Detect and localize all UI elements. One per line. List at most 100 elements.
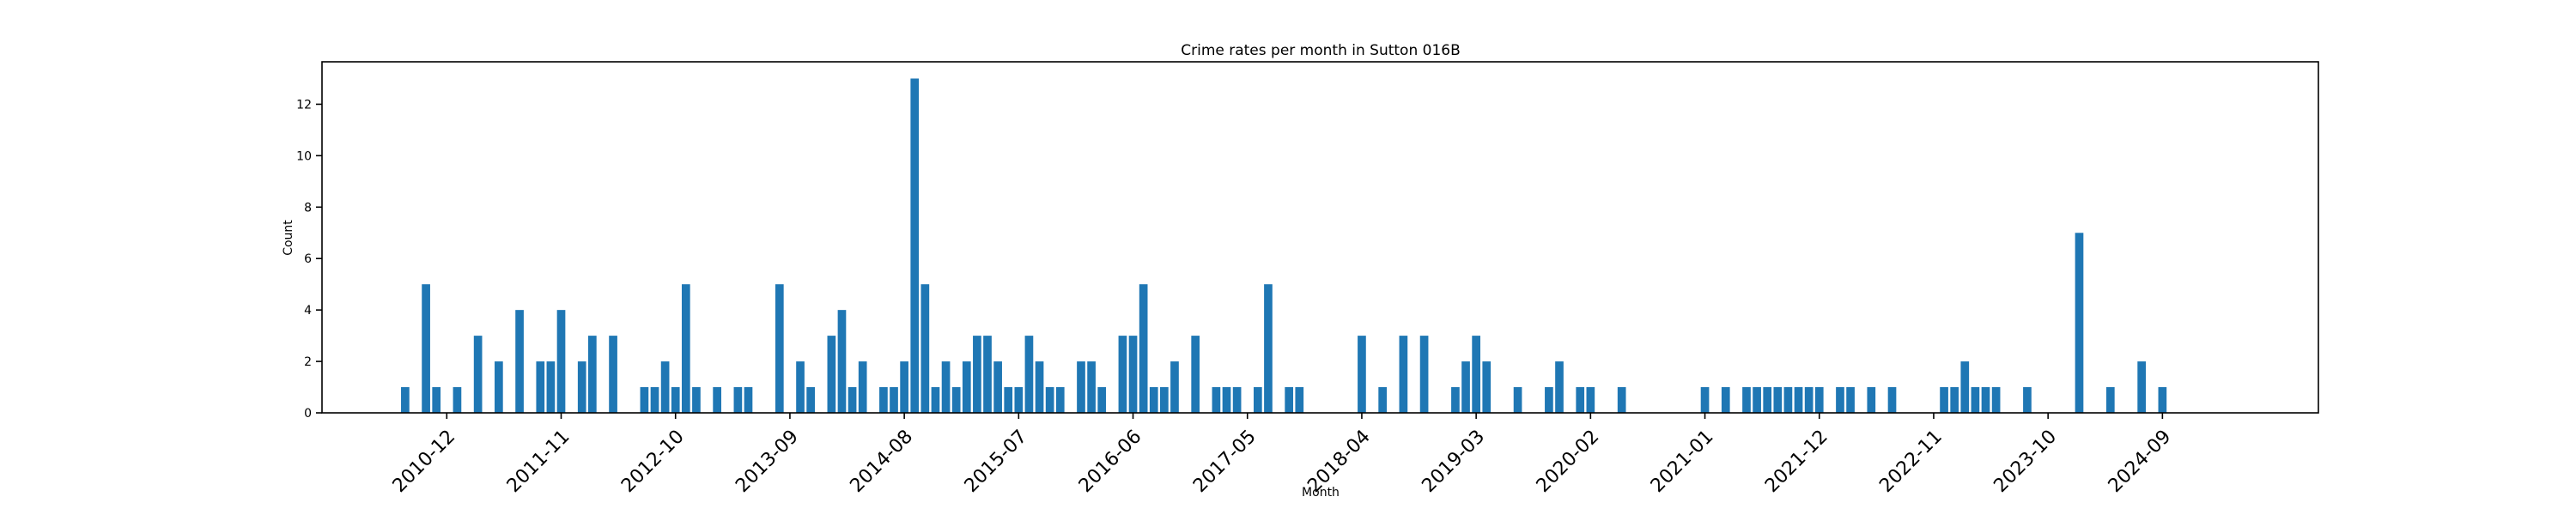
bar-2011-05: [495, 361, 503, 413]
bar-2012-10: [671, 387, 680, 413]
bar-2016-09: [1160, 387, 1169, 413]
bar-2020-02: [1586, 387, 1595, 413]
bar-2023-08: [2023, 387, 2032, 413]
bar-2014-12: [941, 361, 951, 413]
x-tick-label: 2020-02: [1533, 426, 1604, 497]
bar-2011-10: [546, 361, 556, 413]
bar-2015-02: [962, 361, 971, 413]
bar-2012-01: [577, 361, 586, 413]
bar-2022-07: [1887, 387, 1897, 413]
x-tick-label: 2021-12: [1761, 426, 1832, 497]
bar-2017-04: [1232, 387, 1242, 413]
bar-2019-01: [1451, 387, 1460, 413]
bar-2012-11: [681, 284, 690, 413]
bar-2019-07: [1513, 387, 1522, 413]
bar-2022-03: [1846, 387, 1855, 413]
y-tick-label: 4: [304, 304, 312, 318]
bar-2015-05: [993, 361, 1002, 413]
bar-2014-06: [879, 387, 888, 413]
bar-2016-08: [1149, 387, 1158, 413]
x-tick-label: 2024-09: [2105, 426, 2176, 497]
bar-2017-07: [1264, 284, 1273, 413]
bar-2023-01: [1950, 387, 1959, 413]
bar-2023-04: [1981, 387, 1990, 413]
bar-2014-10: [920, 284, 930, 413]
bar-2014-02: [837, 310, 847, 413]
y-tick-label: 12: [296, 98, 312, 112]
x-tick-label: 2022-11: [1875, 426, 1947, 497]
bar-2016-06: [1128, 336, 1138, 413]
bar-2010-10: [422, 284, 430, 413]
bar-2023-05: [1991, 387, 2001, 413]
bar-2015-11: [1055, 387, 1065, 413]
bar-2024-07: [2137, 361, 2146, 413]
x-axis-label: Month: [1302, 486, 1340, 500]
bar-2024-01: [2075, 233, 2084, 413]
x-tick-label: 2021-01: [1647, 426, 1718, 497]
bar-2012-04: [609, 336, 617, 413]
bar-2017-10: [1295, 387, 1304, 413]
bar-2016-07: [1139, 284, 1148, 413]
bar-2021-07: [1763, 387, 1772, 413]
y-tick-label: 8: [304, 201, 312, 215]
x-tick-label: 2011-11: [503, 426, 574, 497]
bar-2023-02: [1960, 361, 1970, 413]
bars-group: [401, 78, 2167, 413]
y-tick-label: 10: [296, 149, 312, 163]
plot-frame: [321, 61, 2319, 414]
x-axis-ticks: 2010-12 2011-11 2012-10 2013-09 2014-08 2015-…: [389, 413, 2176, 497]
bar-2018-10: [1419, 336, 1429, 413]
bar-2015-09: [1035, 361, 1044, 413]
bar-2018-08: [1399, 336, 1408, 413]
bar-2021-11: [1804, 387, 1814, 413]
bar-2016-12: [1191, 336, 1200, 413]
bar-2014-03: [848, 387, 857, 413]
bar-2017-06: [1254, 387, 1262, 413]
bar-2013-04: [733, 387, 743, 413]
bar-2014-09: [910, 78, 920, 413]
y-tick-label: 2: [304, 355, 312, 369]
bar-2015-04: [983, 336, 992, 413]
bar-2010-08: [401, 387, 410, 413]
bar-2013-05: [744, 387, 753, 413]
bar-2016-03: [1097, 387, 1107, 413]
bar-2022-05: [1867, 387, 1876, 413]
y-axis-ticks: 0 2 4 6 8 10 12: [296, 98, 322, 421]
bar-2015-07: [1014, 387, 1024, 413]
bar-2019-02: [1461, 361, 1470, 413]
bar-2016-02: [1087, 361, 1096, 413]
bar-2021-09: [1783, 387, 1793, 413]
bar-2014-08: [900, 361, 908, 413]
y-tick-label: 6: [304, 252, 312, 266]
x-tick-label: 2015-07: [961, 426, 1032, 497]
bar-2015-10: [1045, 387, 1054, 413]
bar-2013-02: [713, 387, 721, 413]
bar-2012-07: [640, 387, 649, 413]
bar-2014-11: [931, 387, 940, 413]
x-tick-label: 2013-09: [732, 426, 803, 497]
bar-2015-03: [973, 336, 981, 413]
x-tick-label: 2014-08: [846, 426, 917, 497]
bar-2015-06: [1004, 387, 1013, 413]
bar-2015-01: [951, 387, 961, 413]
x-tick-label: 2023-10: [1990, 426, 2061, 497]
y-axis-label: Count: [282, 220, 295, 256]
bar-2019-04: [1482, 361, 1492, 413]
bar-2011-11: [556, 310, 566, 413]
bar-2021-10: [1794, 387, 1803, 413]
bar-2018-04: [1358, 336, 1366, 413]
bar-2016-01: [1077, 361, 1085, 413]
bar-2013-10: [796, 361, 805, 413]
chart-title: Crime rates per month in Sutton 016B: [1181, 42, 1461, 59]
bar-2018-06: [1378, 387, 1387, 413]
bar-2024-04: [2105, 387, 2115, 413]
x-tick-label: 2019-03: [1418, 426, 1489, 497]
x-tick-label: 2017-05: [1189, 426, 1261, 497]
bar-2017-09: [1285, 387, 1294, 413]
bar-2017-02: [1212, 387, 1221, 413]
bar-2015-08: [1024, 336, 1034, 413]
bar-2012-09: [660, 361, 670, 413]
bar-2024-09: [2158, 387, 2167, 413]
bar-2011-07: [515, 310, 524, 413]
